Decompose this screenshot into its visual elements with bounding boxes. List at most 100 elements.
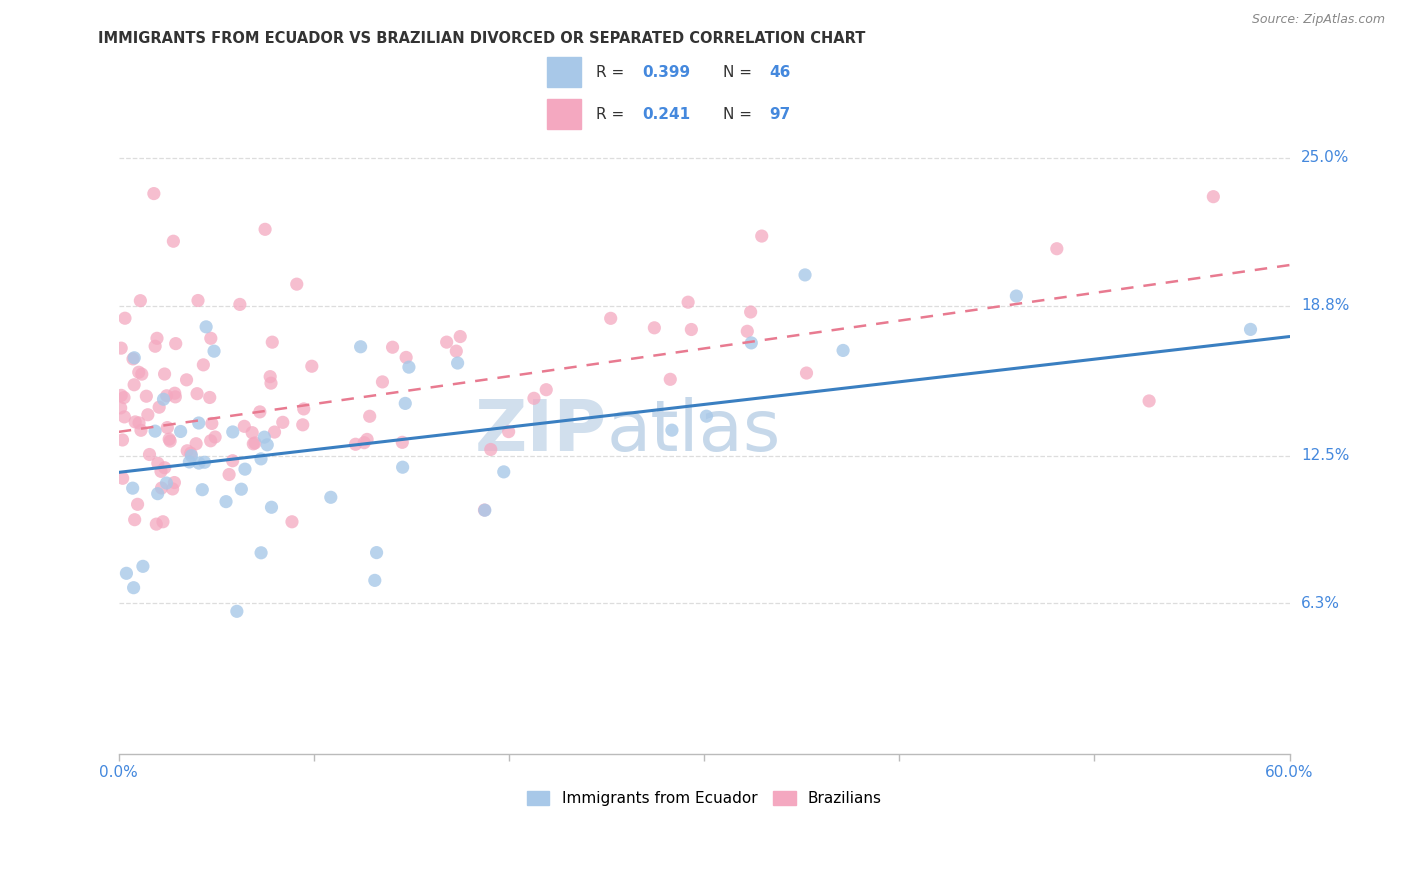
Point bbox=[187, 416, 209, 430]
Point bbox=[676, 295, 699, 310]
Point bbox=[187, 293, 209, 308]
Point bbox=[523, 392, 546, 406]
Point bbox=[498, 425, 520, 439]
Point bbox=[122, 351, 145, 365]
Point bbox=[218, 467, 240, 482]
Point bbox=[1046, 242, 1069, 256]
Point bbox=[222, 425, 245, 439]
Text: atlas: atlas bbox=[606, 397, 780, 467]
Point bbox=[474, 503, 496, 517]
Point bbox=[391, 460, 413, 475]
Point bbox=[156, 389, 179, 403]
Point bbox=[366, 546, 388, 560]
Point bbox=[186, 386, 208, 401]
Point bbox=[128, 416, 150, 430]
Point bbox=[138, 448, 160, 462]
Point bbox=[436, 335, 458, 350]
Point bbox=[446, 356, 468, 370]
Text: 97: 97 bbox=[769, 107, 790, 121]
Point bbox=[449, 329, 471, 343]
Point bbox=[128, 365, 150, 379]
Point bbox=[124, 513, 146, 527]
Point bbox=[242, 437, 264, 451]
Point bbox=[112, 409, 135, 424]
Point bbox=[737, 324, 759, 338]
Point bbox=[740, 305, 762, 319]
Point bbox=[148, 400, 170, 414]
Point bbox=[301, 359, 323, 374]
Point bbox=[155, 475, 177, 490]
Point bbox=[681, 322, 703, 336]
Point bbox=[1239, 322, 1261, 336]
Point bbox=[111, 471, 134, 485]
Point bbox=[129, 293, 152, 308]
Point bbox=[184, 436, 207, 450]
Point bbox=[150, 464, 173, 478]
Point bbox=[285, 277, 308, 292]
Point bbox=[110, 341, 132, 355]
Text: R =: R = bbox=[596, 65, 630, 79]
Point bbox=[135, 389, 157, 403]
Point bbox=[176, 373, 198, 387]
Point bbox=[492, 465, 515, 479]
Point bbox=[153, 367, 176, 381]
Point bbox=[221, 454, 243, 468]
Point bbox=[195, 319, 218, 334]
Point bbox=[152, 515, 174, 529]
Point bbox=[122, 581, 145, 595]
Point bbox=[111, 433, 134, 447]
Point bbox=[163, 386, 186, 401]
Point bbox=[142, 186, 165, 201]
Point bbox=[256, 438, 278, 452]
Point bbox=[225, 604, 247, 618]
Point bbox=[643, 321, 665, 335]
Point bbox=[661, 423, 683, 437]
Point bbox=[371, 375, 394, 389]
Point bbox=[198, 391, 221, 405]
Text: ZIP: ZIP bbox=[474, 397, 606, 467]
Point bbox=[194, 455, 217, 469]
Point bbox=[536, 383, 558, 397]
Point bbox=[391, 435, 413, 450]
Point bbox=[260, 500, 283, 515]
Point bbox=[395, 351, 418, 365]
Point bbox=[364, 574, 387, 588]
Text: R =: R = bbox=[596, 107, 630, 121]
Point bbox=[162, 482, 184, 496]
Point bbox=[291, 417, 314, 432]
Point bbox=[281, 515, 304, 529]
Point bbox=[292, 401, 315, 416]
Point bbox=[260, 376, 283, 391]
Point bbox=[112, 391, 135, 405]
Text: 12.5%: 12.5% bbox=[1302, 448, 1350, 463]
FancyBboxPatch shape bbox=[547, 99, 581, 129]
Point bbox=[253, 430, 276, 444]
Point bbox=[132, 559, 155, 574]
Point bbox=[243, 436, 266, 450]
Text: 0.241: 0.241 bbox=[643, 107, 690, 121]
Point bbox=[121, 481, 143, 495]
Point bbox=[179, 455, 201, 469]
Point bbox=[398, 360, 420, 375]
Point bbox=[200, 434, 222, 448]
Point bbox=[1005, 289, 1028, 303]
Point bbox=[146, 486, 169, 500]
Point bbox=[751, 229, 773, 244]
Point bbox=[115, 566, 138, 581]
Text: 46: 46 bbox=[769, 65, 790, 79]
Text: 25.0%: 25.0% bbox=[1302, 151, 1350, 165]
Point bbox=[349, 340, 371, 354]
Point bbox=[165, 390, 187, 404]
Legend: Immigrants from Ecuador, Brazilians: Immigrants from Ecuador, Brazilians bbox=[520, 785, 887, 813]
Point bbox=[474, 503, 496, 517]
Point bbox=[599, 311, 621, 326]
Point bbox=[169, 425, 191, 439]
Point bbox=[162, 234, 184, 248]
Text: N =: N = bbox=[723, 107, 756, 121]
Point bbox=[259, 369, 281, 384]
Point bbox=[176, 443, 198, 458]
Point bbox=[233, 419, 256, 434]
FancyBboxPatch shape bbox=[547, 57, 581, 87]
Point bbox=[319, 491, 342, 505]
Point bbox=[143, 424, 166, 438]
